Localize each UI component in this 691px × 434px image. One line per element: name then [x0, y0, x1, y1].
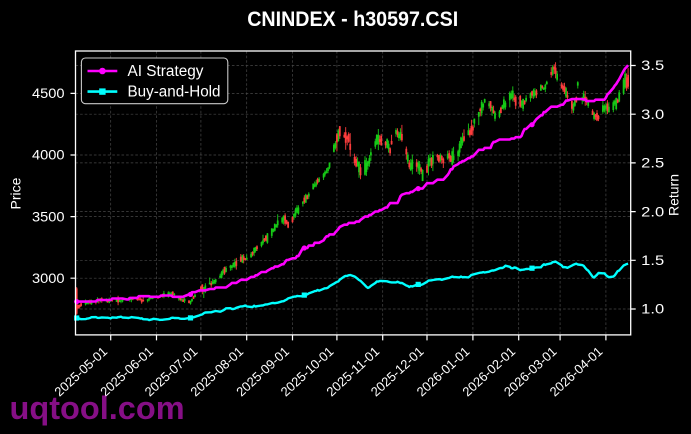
svg-text:3.5: 3.5 — [641, 58, 664, 73]
svg-text:3500: 3500 — [32, 209, 65, 224]
svg-text:Price: Price — [8, 177, 24, 209]
svg-text:1.5: 1.5 — [641, 253, 664, 268]
svg-text:Return: Return — [666, 174, 682, 216]
svg-text:2.5: 2.5 — [641, 156, 664, 171]
svg-text:3.0: 3.0 — [641, 107, 664, 122]
svg-text:uqtool.com: uqtool.com — [10, 390, 185, 426]
svg-text:3000: 3000 — [32, 271, 65, 286]
svg-text:4000: 4000 — [32, 148, 65, 163]
svg-text:2.0: 2.0 — [641, 204, 664, 219]
svg-text:AI Strategy: AI Strategy — [128, 63, 204, 80]
svg-text:Buy-and-Hold: Buy-and-Hold — [128, 84, 221, 101]
svg-text:1.0: 1.0 — [641, 302, 664, 317]
svg-text:CNINDEX - h30597.CSI: CNINDEX - h30597.CSI — [247, 7, 458, 31]
svg-text:4500: 4500 — [32, 86, 65, 101]
